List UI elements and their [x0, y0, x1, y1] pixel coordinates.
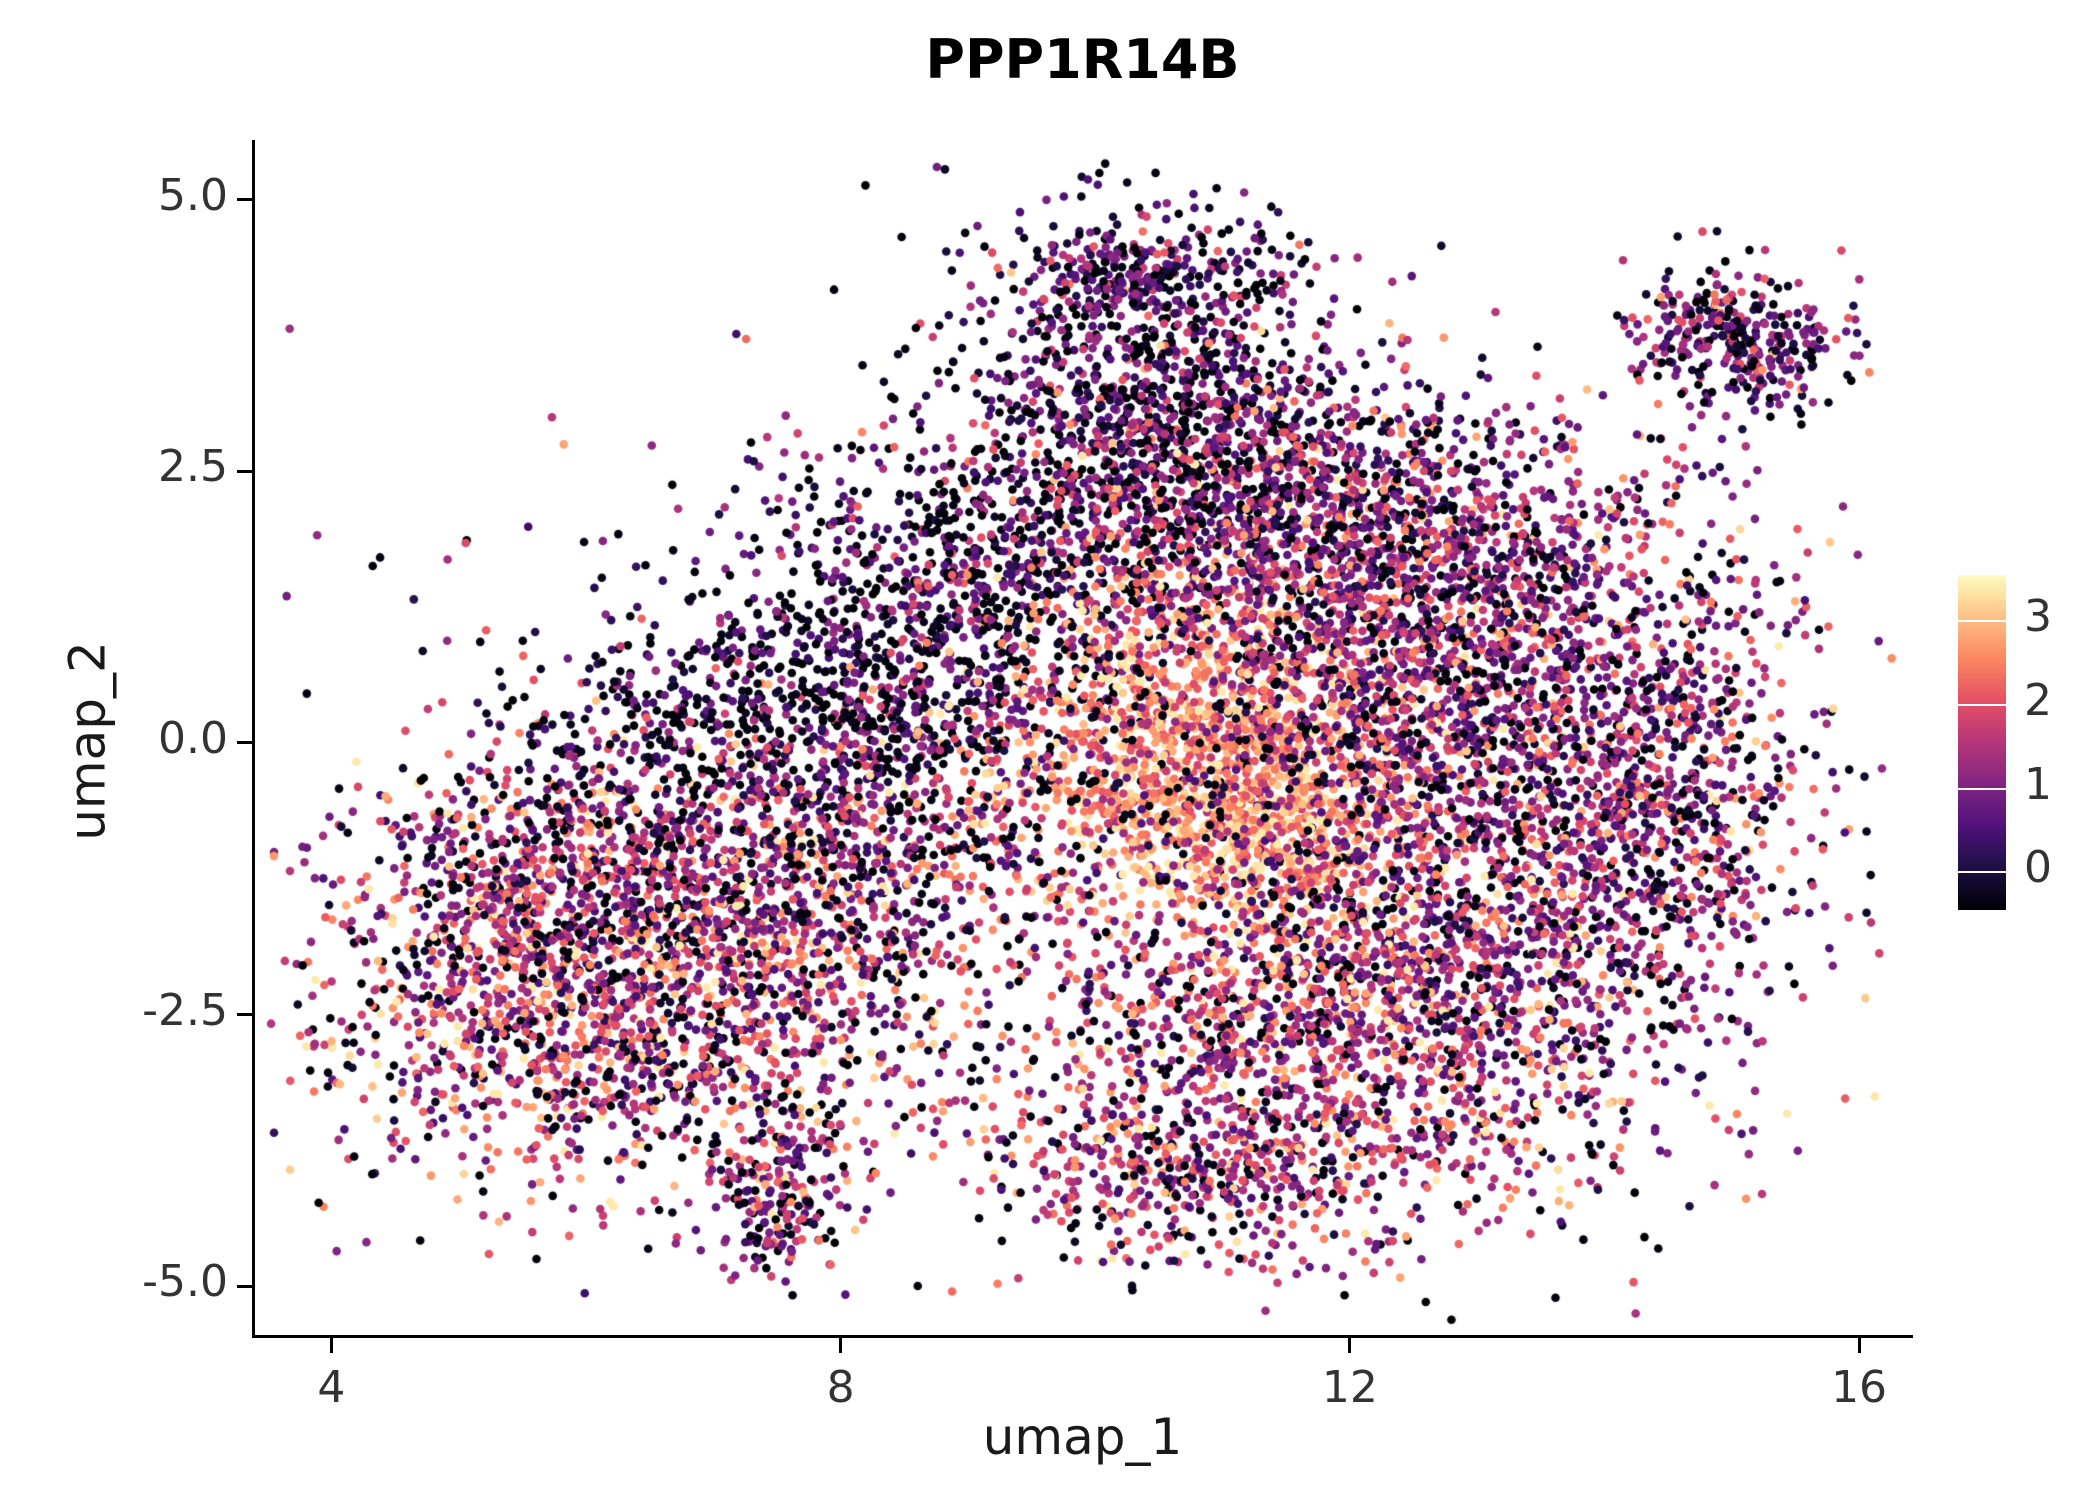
- y-tick-mark: [237, 469, 252, 473]
- colorbar-tick-line: [1958, 787, 2006, 790]
- y-axis-line: [252, 140, 255, 1338]
- y-tick-label: -2.5: [142, 984, 228, 1036]
- y-tick-label: 0.0: [158, 712, 228, 764]
- colorbar-tick-line: [1958, 871, 2006, 874]
- x-tick-mark: [839, 1338, 843, 1353]
- colorbar-tick-label: 2: [2024, 674, 2052, 726]
- x-tick-mark: [1348, 1338, 1352, 1353]
- plot-title: PPP1R14B: [925, 28, 1240, 91]
- x-axis-line: [252, 1335, 1913, 1338]
- y-tick-label: 5.0: [158, 169, 228, 221]
- x-tick-label: 8: [826, 1362, 855, 1413]
- y-tick-label: -5.0: [142, 1256, 228, 1308]
- colorbar-tick-label: 3: [2024, 591, 2052, 643]
- colorbar-tick-line: [1958, 703, 2006, 706]
- colorbar-gradient: [1958, 575, 2006, 910]
- x-tick-label: 12: [1321, 1362, 1378, 1413]
- colorbar-tick-line: [1958, 620, 2006, 623]
- colorbar-tick-label: 0: [2024, 842, 2052, 894]
- x-axis-title: umap_1: [982, 1408, 1183, 1466]
- x-tick-label: 16: [1831, 1362, 1888, 1413]
- x-tick-label: 4: [317, 1362, 346, 1413]
- x-tick-mark: [329, 1338, 333, 1353]
- y-axis-title: umap_2: [58, 641, 117, 841]
- x-tick-mark: [1857, 1338, 1861, 1353]
- y-tick-mark: [237, 1013, 252, 1017]
- y-tick-mark: [237, 198, 252, 202]
- y-tick-label: 2.5: [158, 441, 228, 493]
- y-tick-mark: [237, 1284, 252, 1288]
- y-tick-mark: [237, 741, 252, 745]
- colorbar-tick-label: 1: [2024, 758, 2052, 810]
